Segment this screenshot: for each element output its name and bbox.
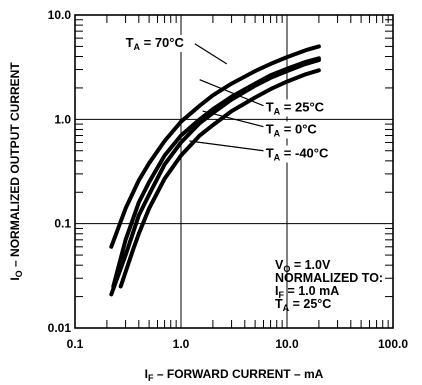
note-line-3: TA = 25°C <box>275 297 331 313</box>
leader-line-1 <box>199 79 264 107</box>
y-axis-title: IO – NORMALIZED OUTPUT CURRENT <box>8 62 24 281</box>
label-background <box>263 99 327 117</box>
x-tick-label: 1.0 <box>173 337 190 351</box>
leader-line-3 <box>189 140 264 152</box>
y-tick-label: 0.01 <box>48 321 72 335</box>
y-tick-label: 1.0 <box>54 112 71 126</box>
series-line-3 <box>118 68 321 289</box>
series-label-3: TA = -40°C <box>266 146 329 163</box>
label-background <box>263 145 331 163</box>
plot-frame <box>74 14 394 329</box>
leader-line-0 <box>194 43 228 65</box>
series-line-0 <box>109 44 321 249</box>
series-label-0: TA = 70°C <box>126 35 185 52</box>
x-tick-label: 100.0 <box>378 337 408 351</box>
label-background <box>123 34 186 52</box>
series-label-2: TA = 0°C <box>266 121 318 138</box>
y-tick-label: 0.1 <box>54 217 71 231</box>
x-tick-label: 10.0 <box>275 337 299 351</box>
series-label-1: TA = 25°C <box>266 99 325 116</box>
y-tick-label: 10.0 <box>48 8 72 22</box>
label-background <box>263 121 319 139</box>
x-tick-label: 0.1 <box>67 337 84 351</box>
leader-line-2 <box>202 110 264 128</box>
series-group <box>109 44 321 297</box>
note-line-0: VO = 1.0V <box>275 258 331 274</box>
series-labels: TA = 70°C TA = 25°C TA = 0°C TA = -40°C <box>123 34 331 163</box>
note-line-1: NORMALIZED TO: <box>275 271 383 285</box>
label-leaders <box>189 43 264 152</box>
axis-titles: IF – FORWARD CURRENT – mA IO – NORMALIZED… <box>8 62 324 383</box>
note-line-2: IF = 1.0 mA <box>275 284 339 300</box>
x-axis-title: IF – FORWARD CURRENT – mA <box>145 367 324 383</box>
axis-ticks: 0.1 1.0 10.0 100.0 10.0 1.0 0.1 0.01 <box>48 8 409 351</box>
series-line-2 <box>109 58 321 297</box>
series-line-1 <box>111 56 321 289</box>
